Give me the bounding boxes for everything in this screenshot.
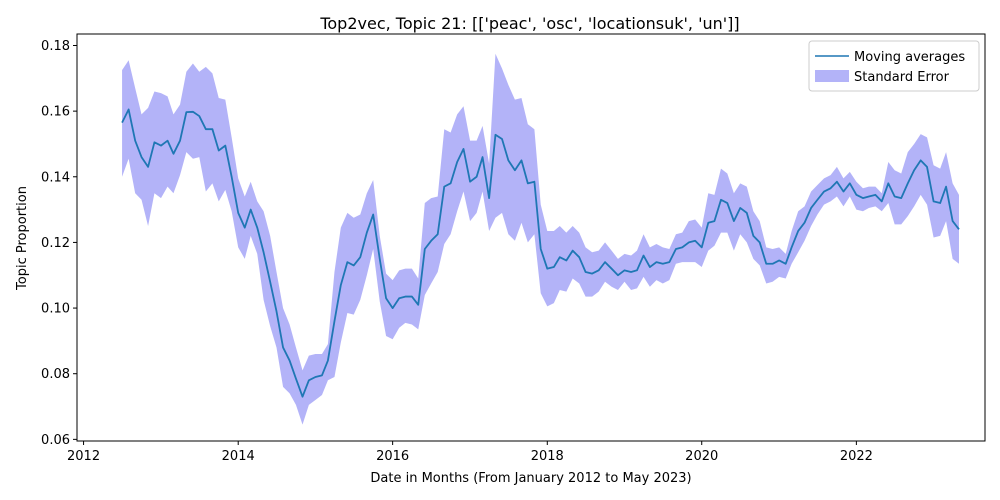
x-tick-label: 2018 [531, 449, 564, 464]
y-tick-label: 0.16 [41, 105, 70, 120]
y-tick-label: 0.06 [41, 433, 70, 448]
plot-frame [76, 33, 986, 442]
x-axis-title: Date in Months (From January 2012 to May… [370, 471, 691, 486]
moving-average-line [121, 108, 960, 398]
y-axis: 0.06 0.08 0.10 0.12 0.14 0.16 0.18 [41, 39, 77, 448]
y-tick-label: 0.08 [41, 367, 70, 382]
y-tick-label: 0.14 [41, 170, 70, 185]
moving-average-line-layer [121, 108, 960, 398]
x-tick-label: 2012 [67, 449, 100, 464]
legend: Moving averages Standard Error [808, 40, 980, 92]
x-tick-label: 2022 [840, 449, 873, 464]
y-tick-label: 0.12 [41, 236, 70, 251]
x-tick-label: 2020 [685, 449, 718, 464]
x-tick-label: 2014 [222, 449, 255, 464]
y-tick-label: 0.10 [41, 302, 70, 317]
x-axis: 2012 2014 2016 2018 2020 2022 [67, 441, 873, 464]
y-axis-title: Topic Proportion [15, 186, 30, 291]
legend-label-moving-averages: Moving averages [854, 50, 965, 65]
legend-box [808, 40, 980, 92]
x-tick-label: 2016 [376, 449, 409, 464]
y-tick-label: 0.18 [41, 39, 70, 54]
legend-label-standard-error: Standard Error [854, 70, 950, 85]
legend-band-swatch [815, 70, 849, 82]
chart-title: Top2vec, Topic 21: [['peac', 'osc', 'loc… [319, 14, 739, 33]
